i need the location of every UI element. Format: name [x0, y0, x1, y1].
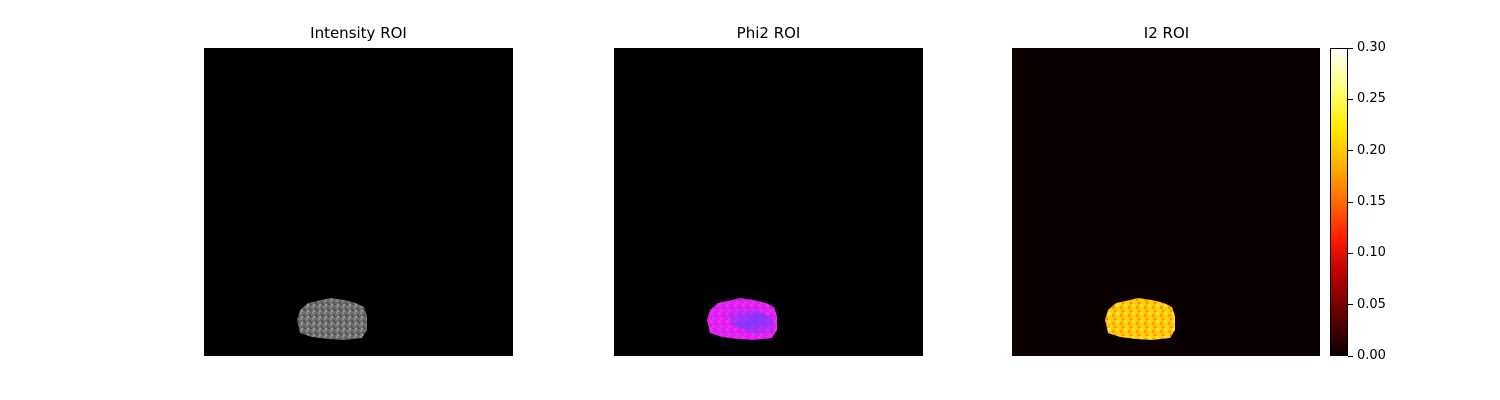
colorbar-tick-label: 0.25	[1357, 91, 1386, 107]
phi2-roi-blob	[707, 298, 777, 340]
colorbar-tick-label: 0.20	[1357, 142, 1386, 158]
colorbar-tick-label: 0.10	[1357, 245, 1386, 261]
panel-title-i2: I2 ROI	[1143, 24, 1190, 42]
panel-title-intensity: Intensity ROI	[310, 24, 407, 42]
colorbar-tick-mark	[1348, 98, 1353, 100]
colorbar-tick-label: 0.00	[1357, 348, 1386, 363]
panel-title-phi2: Phi2 ROI	[736, 24, 801, 42]
colorbar-tick-mark	[1348, 47, 1353, 49]
phi2-roi-image	[614, 48, 923, 356]
i2-roi-blob	[1105, 298, 1175, 340]
colorbar-tick-label: 0.05	[1357, 296, 1386, 312]
colorbar-tick-label: 0.15	[1357, 194, 1386, 209]
colorbar-tick-mark	[1348, 304, 1353, 306]
i2-roi-image	[1012, 48, 1320, 356]
intensity-roi-blob	[297, 298, 367, 340]
colorbar-tick-mark	[1348, 355, 1353, 357]
intensity-roi-image	[204, 48, 513, 356]
colorbar-tick-mark	[1348, 150, 1353, 152]
colorbar-tick-mark	[1348, 252, 1353, 254]
colorbar-tick-label: 0.30	[1357, 40, 1386, 55]
colorbar	[1330, 48, 1348, 356]
colorbar-tick-mark	[1348, 201, 1353, 203]
